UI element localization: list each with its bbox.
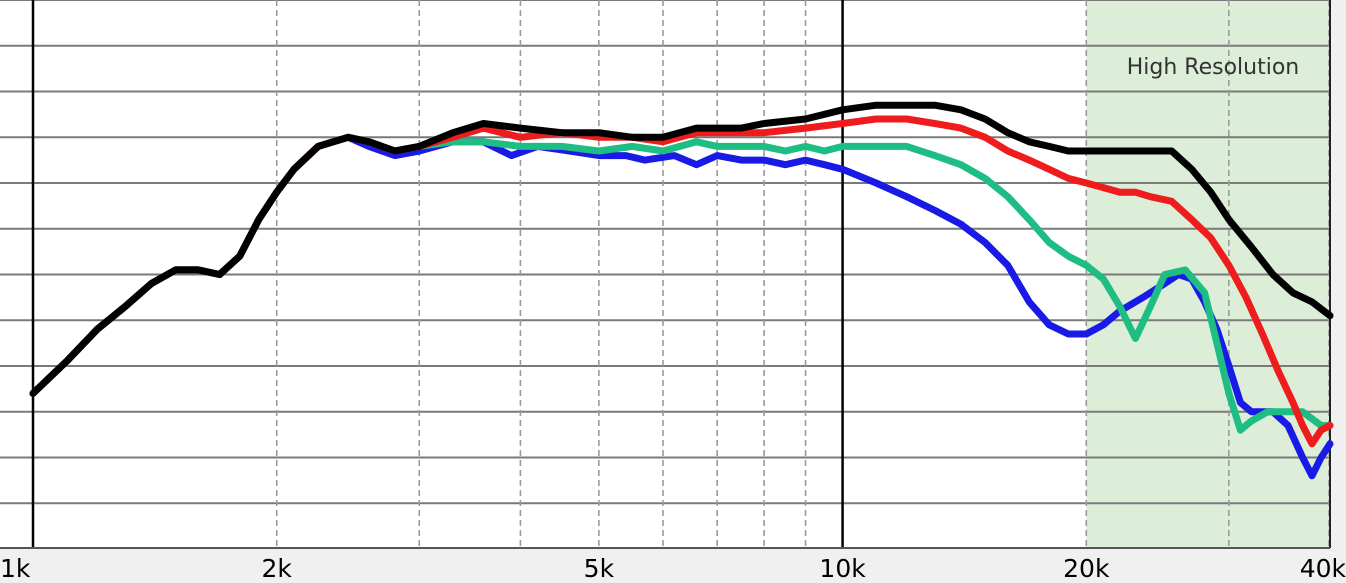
black-response-line xyxy=(29,101,1334,397)
x-tick-label: 20k xyxy=(1063,554,1110,583)
x-tick-label: 5k xyxy=(584,554,615,583)
x-tick-label: 40k xyxy=(1300,554,1346,583)
high-resolution-label: High Resolution xyxy=(1127,55,1300,80)
x-tick-label: 2k xyxy=(262,554,293,583)
x-tick-label: 10k xyxy=(819,554,866,583)
x-tick-label: 1k xyxy=(0,554,31,583)
